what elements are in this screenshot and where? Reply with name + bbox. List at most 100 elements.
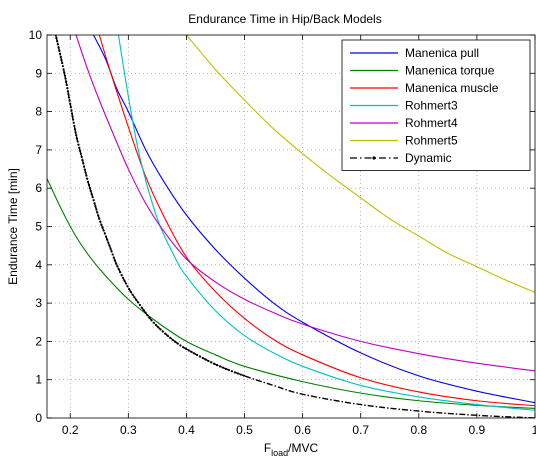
- dynamic-marker: [230, 370, 233, 373]
- dynamic-marker: [157, 326, 160, 329]
- dynamic-marker: [104, 235, 108, 238]
- dynamic-marker: [233, 371, 236, 374]
- dynamic-marker: [94, 205, 97, 208]
- y-tick-label: 6: [35, 181, 42, 195]
- dynamic-marker: [72, 121, 75, 124]
- dynamic-marker: [85, 174, 88, 177]
- dynamic-marker: [65, 83, 68, 87]
- dynamic-marker: [135, 298, 138, 301]
- dynamic-marker: [124, 282, 128, 285]
- legend-label-rohmert4: Rohmert4: [405, 116, 458, 130]
- dynamic-marker: [75, 134, 78, 137]
- dynamic-marker: [126, 285, 129, 288]
- dynamic-marker: [65, 80, 68, 83]
- dynamic-marker: [179, 344, 182, 347]
- dynamic-marker: [169, 336, 172, 339]
- dynamic-marker: [164, 332, 167, 335]
- dynamic-marker: [113, 259, 116, 262]
- dynamic-marker: [123, 279, 126, 282]
- legend-label-manenica-muscle: Manenica muscle: [405, 81, 499, 95]
- dynamic-marker: [98, 217, 101, 220]
- x-tick-label: 0.9: [469, 423, 486, 437]
- dynamic-marker: [86, 180, 90, 183]
- dynamic-marker: [131, 293, 134, 296]
- x-tick-label: 0.3: [120, 423, 137, 437]
- dynamic-marker: [63, 71, 66, 74]
- dynamic-marker: [152, 321, 155, 324]
- dynamic-marker: [182, 346, 185, 349]
- dynamic-marker: [66, 87, 69, 90]
- dynamic-marker: [88, 186, 91, 190]
- dynamic-marker: [103, 232, 106, 235]
- dynamic-marker: [73, 127, 77, 131]
- dynamic-marker: [67, 93, 70, 96]
- dynamic-marker: [144, 311, 147, 314]
- dynamic-marker: [71, 115, 74, 118]
- x-axis-label: Fload/MVC: [264, 441, 319, 458]
- y-axis-label: Endurance Time [min]: [6, 168, 20, 285]
- dynamic-marker: [60, 58, 63, 62]
- y-tick-label: 4: [35, 258, 42, 272]
- legend-label-manenica-torque: Manenica torque: [405, 64, 495, 78]
- y-tick-label: 8: [35, 105, 42, 119]
- series-line-rohmert3: [117, 35, 535, 411]
- dynamic-marker: [58, 52, 62, 55]
- dynamic-marker: [106, 238, 109, 241]
- y-tick-label: 2: [35, 334, 42, 348]
- dynamic-marker: [55, 37, 58, 40]
- series-line-manenica-pull: [92, 35, 535, 404]
- dynamic-marker: [102, 229, 105, 232]
- x-tick-label: 0.7: [352, 423, 369, 437]
- y-tick-label: 5: [35, 220, 42, 234]
- dynamic-marker: [108, 244, 111, 247]
- x-axis-label-main: F: [264, 441, 271, 455]
- series-layer: [47, 35, 535, 418]
- dynamic-marker: [100, 223, 103, 226]
- x-tick-label: 0.6: [294, 423, 311, 437]
- dynamic-marker: [91, 196, 94, 199]
- dynamic-marker: [62, 68, 65, 71]
- dynamic-marker: [109, 247, 112, 250]
- dynamic-marker: [196, 353, 199, 357]
- dynamic-marker: [142, 309, 145, 312]
- dynamic-marker: [239, 373, 242, 376]
- legend-label-rohmert3: Rohmert3: [405, 99, 458, 113]
- dynamic-marker: [174, 340, 177, 343]
- dynamic-marker: [133, 296, 136, 299]
- dynamic-marker: [69, 105, 72, 109]
- dynamic-marker: [221, 366, 225, 369]
- series-line-rohmert5: [186, 35, 535, 293]
- legend-label-manenica-pull: Manenica pull: [405, 46, 479, 60]
- dynamic-marker: [67, 96, 71, 99]
- dynamic-marker: [93, 202, 96, 205]
- dynamic-marker: [154, 323, 158, 327]
- dynamic-marker: [129, 290, 132, 293]
- dynamic-marker: [64, 77, 67, 80]
- dynamic-marker: [227, 368, 230, 372]
- dynamic-marker: [73, 124, 76, 128]
- x-tick-label: 0.5: [236, 423, 253, 437]
- dynamic-marker: [87, 183, 91, 187]
- y-tick-label: 1: [35, 373, 42, 387]
- dynamic-marker: [236, 372, 239, 375]
- dynamic-marker: [70, 112, 74, 115]
- legend-marker-dynamic: [372, 156, 376, 160]
- dynamic-marker: [69, 102, 72, 105]
- dynamic-marker: [204, 358, 207, 361]
- y-tick-label: 7: [35, 143, 42, 157]
- dynamic-marker: [84, 171, 87, 174]
- dynamic-marker: [82, 165, 86, 168]
- x-tick-label: 0.4: [178, 423, 195, 437]
- dynamic-marker: [161, 330, 165, 333]
- dynamic-marker: [190, 350, 193, 354]
- dynamic-marker: [78, 149, 82, 152]
- dynamic-marker: [198, 355, 202, 358]
- dynamic-marker: [80, 155, 83, 159]
- dynamic-marker: [119, 271, 122, 274]
- dynamic-marker: [111, 253, 114, 256]
- dynamic-marker: [117, 268, 120, 271]
- dynamic-marker: [136, 301, 140, 304]
- dynamic-marker: [70, 109, 73, 112]
- dynamic-marker: [59, 55, 62, 58]
